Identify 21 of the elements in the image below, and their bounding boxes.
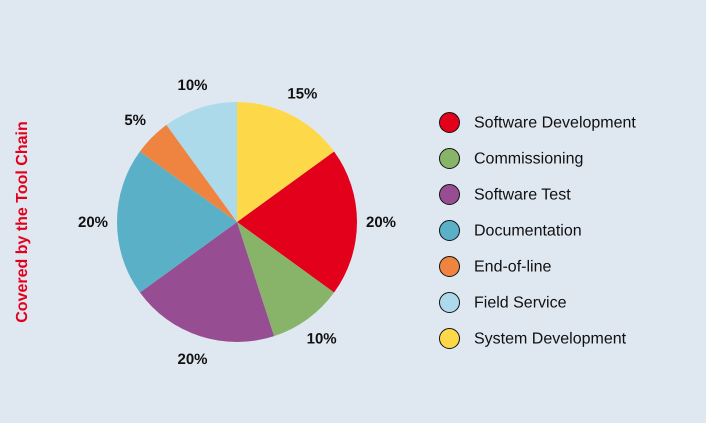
- legend-label: System Development: [474, 330, 627, 348]
- pie-slice: [117, 151, 237, 293]
- data-label: 5%: [124, 112, 146, 130]
- pie-slice: [140, 124, 237, 222]
- pie-slice: [140, 222, 274, 342]
- legend-label: Software Test: [474, 186, 572, 204]
- pie-slice: [237, 102, 334, 222]
- legend-label: Documentation: [474, 222, 582, 240]
- data-label: 15%: [287, 86, 318, 103]
- data-label: 10%: [306, 330, 337, 348]
- pie-slice: [237, 151, 357, 293]
- legend-label: Field Service: [474, 294, 567, 312]
- data-label: 20%: [366, 214, 396, 231]
- data-label: 20%: [177, 350, 208, 368]
- text: Covered by the Tool Chain: [14, 121, 31, 323]
- legend-label: Commissioning: [474, 150, 584, 168]
- pie-slice: [166, 102, 237, 222]
- legend-label: End-of-line: [474, 258, 552, 276]
- data-label: 20%: [78, 214, 108, 231]
- legend-label: Software Development: [474, 114, 636, 132]
- data-label: 10%: [177, 77, 208, 94]
